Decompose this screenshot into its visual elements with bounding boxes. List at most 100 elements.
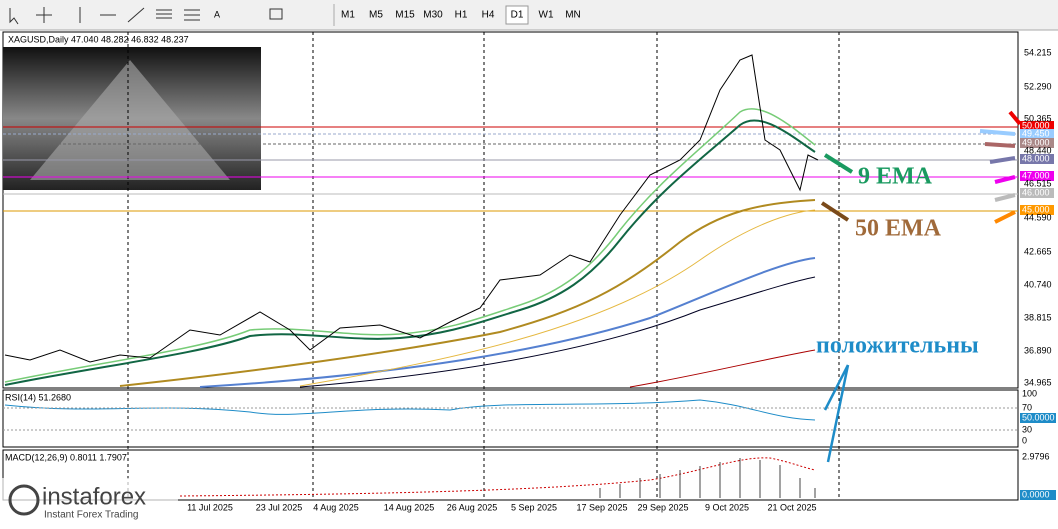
arrow-red	[1008, 110, 1022, 126]
level-tags	[1020, 121, 1056, 500]
silver-bars	[30, 60, 230, 180]
pointer-arrows	[820, 110, 1022, 463]
moving-averages	[4, 54, 819, 497]
price-label: 50.365	[1024, 113, 1052, 123]
fibo-icon	[184, 9, 200, 21]
level-label: 45.000	[1022, 204, 1050, 214]
rsi-label: RSI(14) 51.2680	[5, 392, 71, 402]
annotation-note: положительны	[816, 333, 979, 359]
rsi-axis-label: 100	[1022, 388, 1037, 398]
macd-axis-label: 0.0000	[1022, 489, 1050, 499]
level-label: 46.000	[1022, 187, 1050, 197]
trend-icon	[127, 7, 145, 23]
symbol-info: XAGUSD,Daily 47.040 48.282 46.832 48.237	[8, 34, 189, 44]
ema-9-light	[4, 108, 816, 383]
period-separators	[127, 32, 840, 500]
timeframe-button[interactable]: H4	[482, 10, 495, 21]
arrow-brown	[984, 142, 1016, 148]
arrow-gray	[994, 193, 1016, 202]
date-label: 23 Jul 2025	[256, 502, 303, 512]
tag	[1020, 129, 1054, 139]
arrow-purple	[989, 156, 1016, 164]
date-label: 4 Aug 2025	[313, 502, 359, 512]
arrow-50ema	[820, 201, 850, 222]
date-label: 11 Jul 2025	[187, 502, 233, 512]
date-label: 21 Oct 2025	[767, 502, 816, 512]
ma-navy	[299, 276, 816, 388]
timeframe-button[interactable]: M30	[423, 10, 443, 21]
price-label: 38.815	[1024, 312, 1052, 322]
tag	[1020, 121, 1054, 131]
macd-axis-label: 2.9796	[1022, 451, 1050, 461]
ema-9	[4, 119, 816, 386]
active-timeframe	[505, 5, 529, 25]
tag	[1020, 490, 1056, 500]
price-label: 48.440	[1024, 145, 1052, 155]
tool-icons	[9, 7, 283, 25]
cursor-icon	[9, 8, 19, 25]
timeframe-button[interactable]: M5	[369, 10, 383, 21]
level-label: 48.000	[1022, 153, 1050, 163]
ma-blue	[199, 257, 816, 388]
rsi-axis-label: 50.0000	[1022, 412, 1055, 422]
arrow-orange	[994, 210, 1016, 224]
text-icon: A	[214, 9, 220, 19]
tag	[1020, 171, 1054, 181]
price-label: 42.665	[1024, 246, 1052, 256]
rsi-axis-label: 0	[1022, 435, 1027, 445]
rsi-axis-label: 30	[1022, 424, 1032, 434]
logo-name: instaforex	[42, 483, 146, 510]
timeframe-button[interactable]: M15	[395, 10, 415, 21]
toolbar	[0, 0, 1058, 30]
annotation-50ema: 50 EMA	[855, 216, 942, 242]
price-line	[4, 54, 819, 363]
arrow-magenta	[994, 175, 1016, 184]
price-label: 46.515	[1024, 178, 1052, 188]
date-label: 29 Sep 2025	[637, 502, 688, 512]
timeframe-button[interactable]: D1	[511, 10, 524, 21]
date-label: 26 Aug 2025	[447, 502, 498, 512]
macd-bars	[599, 458, 816, 498]
timeframe-button[interactable]: M1	[341, 10, 355, 21]
price-label: 34.965	[1024, 377, 1052, 387]
level-label: 49.000	[1022, 137, 1050, 147]
ma-yellow	[299, 209, 816, 387]
tag	[1020, 188, 1054, 198]
price-label: 52.290	[1024, 81, 1052, 91]
macd-histogram	[599, 458, 816, 498]
level-label: 49.450	[1022, 128, 1050, 138]
rsi-line	[4, 399, 816, 421]
macd-signal	[179, 457, 816, 497]
arrow-note	[823, 364, 850, 463]
logo-tagline: Instant Forex Trading	[44, 510, 139, 521]
level-label: 47.000	[1022, 170, 1050, 180]
arrow-blue	[979, 129, 1016, 136]
tag	[1020, 154, 1054, 164]
channel-icon	[156, 9, 172, 19]
rsi-pane	[2, 389, 1019, 448]
timeframe-button[interactable]: H1	[455, 10, 468, 21]
date-label: 14 Aug 2025	[384, 502, 435, 512]
ema-50	[119, 199, 816, 387]
timeframe-button[interactable]: MN	[565, 10, 581, 21]
price-label: 44.590	[1024, 212, 1052, 222]
level-label: 50.000	[1022, 120, 1050, 130]
tag	[1020, 138, 1054, 148]
annotation-9ema: 9 EMA	[858, 164, 933, 190]
price-label: 36.890	[1024, 345, 1052, 355]
date-label: 17 Sep 2025	[576, 502, 627, 512]
macd-label: MACD(12,26,9) 0.8011 1.7907	[5, 452, 127, 462]
tag	[1020, 205, 1054, 215]
date-label: 9 Oct 2025	[705, 502, 749, 512]
date-label: 5 Sep 2025	[511, 502, 557, 512]
logo-icon	[8, 484, 40, 516]
arrow-9ema	[823, 153, 854, 174]
ma-red	[629, 349, 816, 388]
rsi-axis-label: 70	[1022, 402, 1032, 412]
label-icon	[269, 8, 283, 20]
timeframe-button[interactable]: W1	[539, 10, 554, 21]
price-label: 40.740	[1024, 279, 1052, 289]
tag	[1020, 413, 1056, 423]
crosshair-icon	[36, 7, 52, 23]
